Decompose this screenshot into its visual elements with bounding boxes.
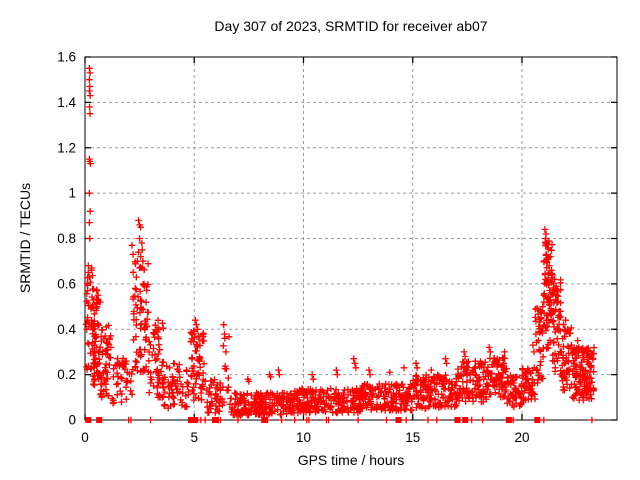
- svg-text:1.6: 1.6: [57, 50, 76, 65]
- chart-title: Day 307 of 2023, SRMTID for receiver ab0…: [214, 18, 488, 34]
- svg-text:1.2: 1.2: [57, 140, 76, 155]
- svg-text:15: 15: [405, 430, 420, 445]
- svg-text:0.8: 0.8: [57, 231, 76, 246]
- svg-text:0: 0: [68, 413, 76, 428]
- svg-text:1.4: 1.4: [57, 95, 76, 110]
- svg-text:1: 1: [68, 186, 76, 201]
- svg-text:0.2: 0.2: [57, 367, 76, 382]
- x-axis-label: GPS time / hours: [297, 452, 405, 468]
- svg-text:0.6: 0.6: [57, 276, 76, 291]
- svg-text:20: 20: [514, 430, 529, 445]
- svg-text:10: 10: [296, 430, 311, 445]
- svg-text:0: 0: [81, 430, 89, 445]
- y-axis-label: SRMTID / TECUs: [17, 182, 33, 294]
- svg-text:5: 5: [190, 430, 198, 445]
- svg-text:0.4: 0.4: [57, 322, 76, 337]
